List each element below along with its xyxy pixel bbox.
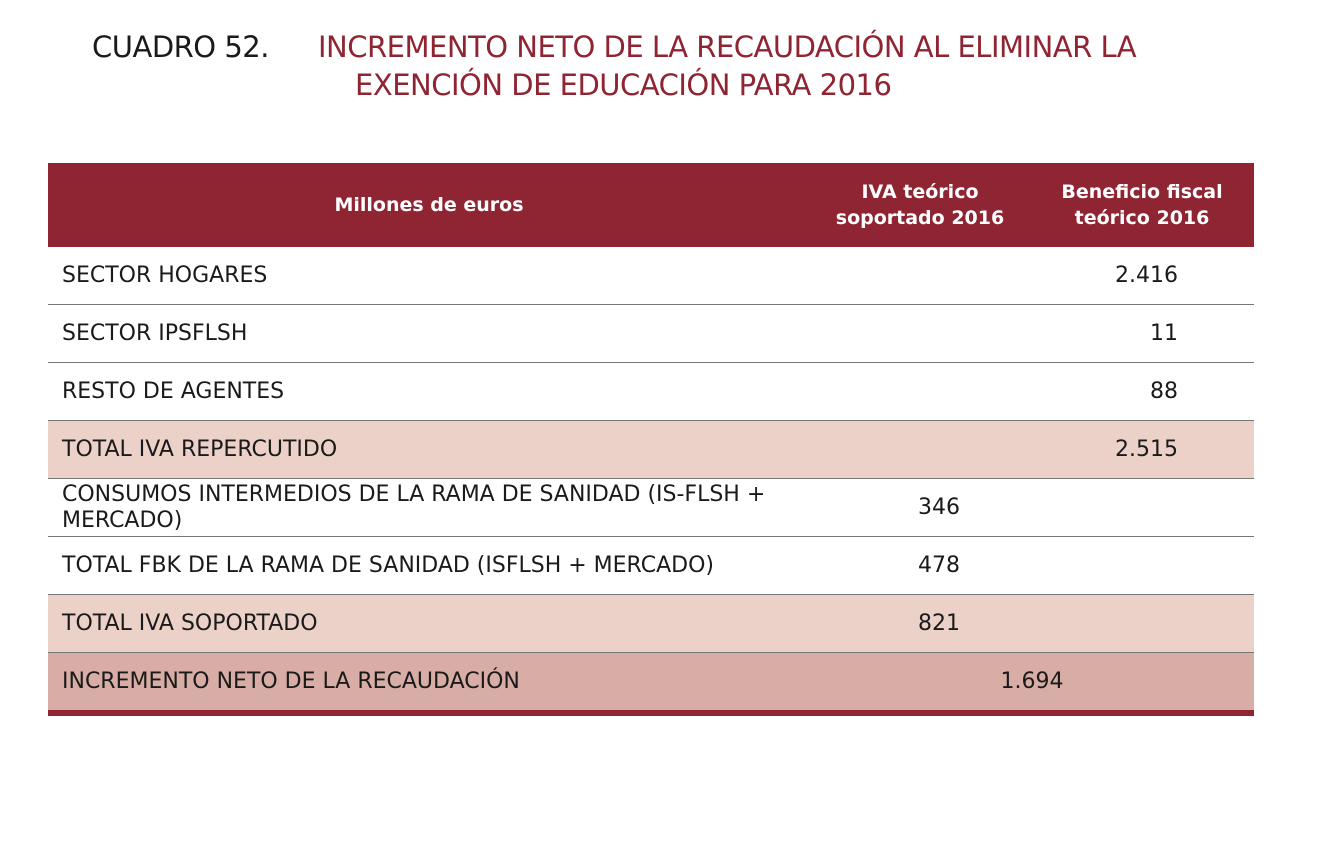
iva-value: [810, 420, 1030, 479]
table-row: CONSUMOS INTERMEDIOS DE LA RAMA DE SANID…: [48, 478, 1254, 537]
header-iva: IVA teórico soportado 2016: [810, 163, 1030, 247]
beneficio-value: 88: [1030, 362, 1254, 421]
row-label: CONSUMOS INTERMEDIOS DE LA RAMA DE SANID…: [48, 478, 810, 537]
table-row: SECTOR IPSFLSH 11: [48, 304, 1254, 363]
iva-value: [810, 304, 1030, 363]
net-value: 1.694: [810, 652, 1254, 716]
row-label: SECTOR IPSFLSH: [48, 304, 810, 363]
row-label: TOTAL IVA SOPORTADO: [48, 594, 810, 653]
beneficio-value: 2.515: [1030, 420, 1254, 479]
row-label: RESTO DE AGENTES: [48, 362, 810, 421]
beneficio-value: 11: [1030, 304, 1254, 363]
title-line-1: INCREMENTO NETO DE LA RECAUDACIÓN AL ELI…: [318, 30, 1137, 64]
iva-value: [810, 247, 1030, 305]
table-number: CUADRO 52.: [92, 30, 269, 64]
table-row: SECTOR HOGARES 2.416: [48, 247, 1254, 305]
beneficio-value: 2.416: [1030, 247, 1254, 305]
table-row: TOTAL IVA SOPORTADO 821: [48, 594, 1254, 653]
header-beneficio: Beneficio fiscal teórico 2016: [1030, 163, 1254, 247]
beneficio-value: [1030, 478, 1254, 537]
header-label: Millones de euros: [48, 163, 810, 247]
beneficio-value: [1030, 536, 1254, 595]
row-label: SECTOR HOGARES: [48, 247, 810, 305]
table-row: TOTAL FBK DE LA RAMA DE SANIDAD (ISFLSH …: [48, 536, 1254, 595]
header-row: Millones de euros IVA teórico soportado …: [48, 163, 1254, 247]
row-label: TOTAL FBK DE LA RAMA DE SANIDAD (ISFLSH …: [48, 536, 810, 595]
net-increment-row: INCREMENTO NETO DE LA RECAUDACIÓN 1.694: [48, 652, 1254, 716]
table-row: TOTAL IVA REPERCUTIDO 2.515: [48, 420, 1254, 479]
iva-value: [810, 362, 1030, 421]
title-line-2: EXENCIÓN DE EDUCACIÓN PARA 2016: [355, 68, 892, 102]
table-row: RESTO DE AGENTES 88: [48, 362, 1254, 421]
row-label: TOTAL IVA REPERCUTIDO: [48, 420, 810, 479]
iva-value: 346: [810, 478, 1030, 537]
iva-value: 821: [810, 594, 1030, 653]
row-label: INCREMENTO NETO DE LA RECAUDACIÓN: [48, 652, 810, 716]
iva-value: 478: [810, 536, 1030, 595]
data-table: Millones de euros IVA teórico soportado …: [48, 163, 1254, 716]
beneficio-value: [1030, 594, 1254, 653]
